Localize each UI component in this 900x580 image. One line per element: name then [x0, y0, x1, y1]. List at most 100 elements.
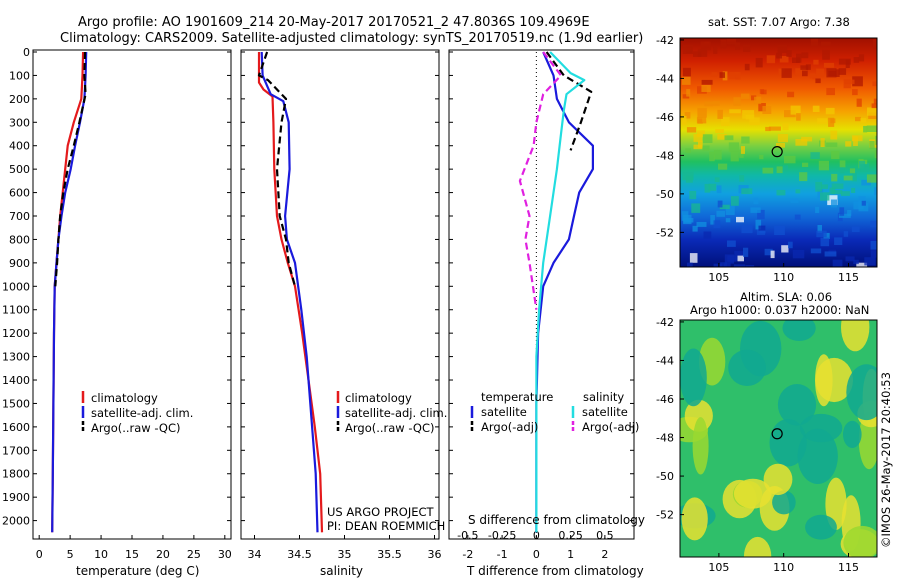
- sst-pixel: [682, 115, 687, 126]
- sst-pixel: [745, 265, 755, 267]
- sst-pixel: [805, 64, 811, 70]
- depth-tick-label: 1400: [2, 374, 30, 387]
- sst-map-title: sat. SST: 7.07 Argo: 7.38: [708, 15, 850, 29]
- map-y-tick-label: -46: [656, 111, 674, 124]
- sst-pixel: [715, 129, 724, 134]
- sst-pixel: [788, 241, 793, 249]
- sst-pixel: [853, 136, 858, 146]
- depth-tick-label: 1500: [2, 397, 30, 410]
- sst-pixel: [717, 134, 727, 140]
- sst-pixel: [725, 205, 735, 215]
- x-tick-label: -1: [497, 548, 508, 561]
- sla-eddy: [782, 320, 816, 341]
- sst-pixel: [740, 93, 750, 99]
- map-y-tick-label: -42: [656, 34, 674, 47]
- legend-label: climatology: [91, 391, 158, 405]
- top-tick-label: 0.25: [558, 529, 583, 542]
- map-x-tick-label: 110: [773, 271, 794, 284]
- sst-pixel: [852, 89, 858, 96]
- sst-pixel: [702, 145, 710, 151]
- sst-pixel: [795, 68, 807, 76]
- sla-eddy: [680, 348, 707, 407]
- sst-pixel: [869, 141, 875, 150]
- sst-pixel: [870, 220, 877, 228]
- sst-pixel: [741, 225, 753, 234]
- legend-label: climatology: [345, 391, 412, 405]
- sla-eddy: [825, 477, 847, 530]
- sst-pixel: [856, 98, 862, 107]
- sst-pixel: [821, 184, 829, 189]
- x-tick-label: 30: [218, 548, 232, 561]
- x-tick-label: 36: [428, 548, 442, 561]
- sst-pixel: [843, 231, 849, 237]
- sst-pixel: [682, 67, 691, 77]
- x-tick-label: 34.5: [287, 548, 312, 561]
- sst-pixel: [759, 154, 764, 160]
- sla-eddy: [777, 384, 817, 426]
- sst-pixel: [713, 46, 718, 54]
- salinity-x-axis: 34 34.5 35 35.5 36: [248, 535, 442, 561]
- difference-xlabel: T difference from climatology: [466, 564, 644, 578]
- sst-pixel: [831, 190, 843, 195]
- top-tick-label: 0.5: [596, 529, 614, 542]
- sst-pixel: [720, 262, 727, 267]
- sst-pixel: [717, 200, 723, 208]
- salinity-xlabel: salinity: [320, 564, 363, 578]
- sla-eddy: [805, 514, 837, 540]
- sst-pixel: [792, 249, 805, 259]
- sst-pixel: [727, 38, 736, 45]
- sst-pixel: [820, 138, 825, 147]
- sst-pixel: [736, 216, 744, 223]
- top-tick-label: -0.25: [488, 529, 516, 542]
- sst-pixel: [794, 214, 801, 220]
- sst-pixel: [812, 105, 820, 112]
- salinity-panel-frame: [240, 49, 440, 540]
- sst-pixel: [824, 251, 837, 257]
- sst-map-axes: -42 -44 -46 -48 -50 -52 105 110 115: [656, 34, 859, 284]
- depth-tick-label: 2000: [2, 515, 30, 528]
- x-tick-label: 35: [338, 548, 352, 561]
- sst-pixel: [871, 103, 877, 109]
- sst-pixel: [811, 38, 818, 47]
- sst-pixel: [685, 148, 691, 153]
- sst-pixel: [858, 196, 866, 205]
- sst-pixel: [742, 110, 755, 119]
- sst-pixel: [728, 142, 739, 152]
- sst-pixel: [813, 59, 819, 65]
- sst-pixel: [847, 210, 852, 216]
- sst-pixel: [818, 160, 829, 171]
- sst-pixel: [870, 240, 877, 250]
- sst-pixel: [713, 263, 722, 267]
- sla-eddy: [799, 413, 843, 443]
- sla-eddy: [772, 490, 796, 515]
- sst-pixel: [777, 44, 788, 53]
- sst-pixel: [838, 58, 851, 65]
- sst-pixel: [717, 109, 723, 119]
- sst-pixel: [709, 151, 715, 162]
- depth-tick-label: 100: [9, 69, 30, 82]
- sst-pixel: [724, 254, 735, 264]
- sst-pixel: [826, 142, 838, 148]
- sst-pixel: [743, 247, 749, 257]
- imos-timestamp: ©IMOS 26-May-2017 20:40:53: [879, 372, 893, 548]
- sla-map: [680, 320, 877, 557]
- sst-pixel: [711, 72, 718, 77]
- sst-pixel: [777, 134, 788, 143]
- sst-pixel: [820, 41, 831, 46]
- sst-pixel: [691, 203, 701, 213]
- sst-pixel: [874, 150, 877, 159]
- depth-tick-label: 700: [9, 210, 30, 223]
- sla-eddy: [681, 497, 708, 541]
- depth-axis: 0 100 200 300 400 500 600 700 800 900 1000 1100 1200…: [2, 46, 634, 528]
- x-tick-label: 0: [36, 548, 43, 561]
- sst-pixel: [779, 56, 789, 63]
- sst-pixel: [684, 112, 691, 119]
- sst-pixel: [750, 207, 761, 213]
- sst-pixel: [766, 55, 776, 64]
- difference-x-axis: -2 -1 0 1 2: [462, 535, 608, 561]
- sst-pixel: [861, 179, 871, 186]
- sst-pixel: [722, 71, 728, 81]
- legend-label: satellite-adj. clim.: [91, 406, 193, 420]
- top-tick-label: 0: [533, 529, 540, 542]
- sst-pixel: [784, 110, 796, 118]
